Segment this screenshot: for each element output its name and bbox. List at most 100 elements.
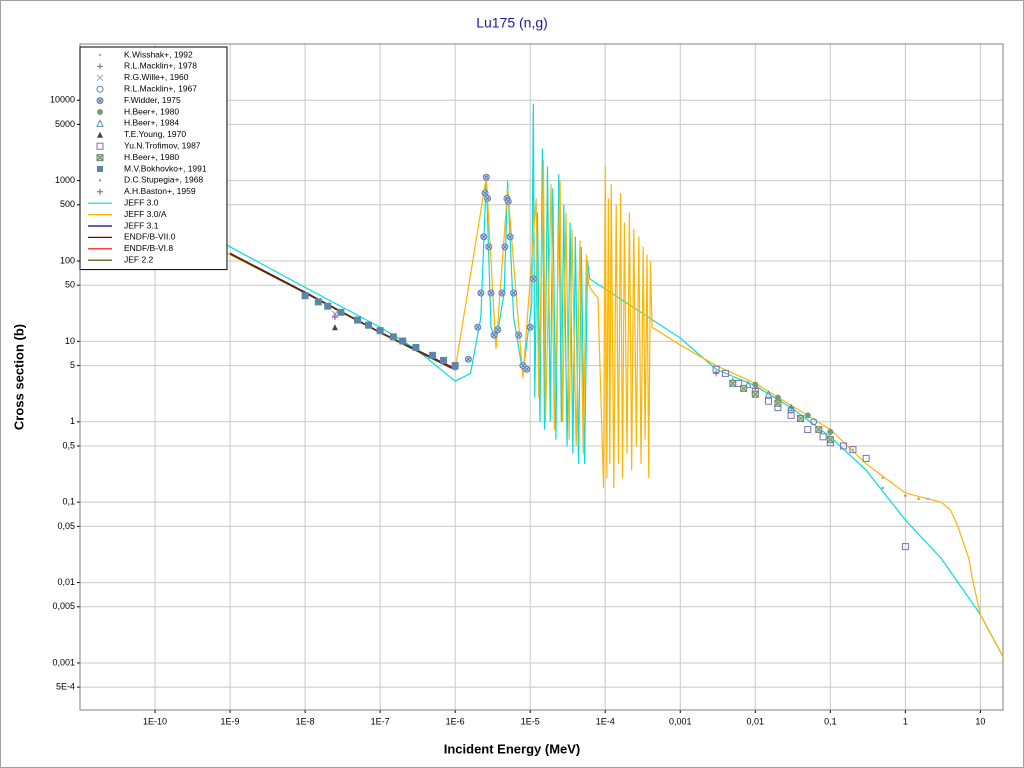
legend-marker <box>96 154 104 162</box>
data-point <box>826 436 834 444</box>
legend-label: R.L.Macklin+, 1978 <box>124 61 197 71</box>
x-tick-label: 1E-8 <box>296 716 315 726</box>
data-point <box>451 362 459 370</box>
data-point <box>849 446 857 454</box>
x-tick-label: 1E-10 <box>143 716 167 726</box>
legend-marker <box>96 142 104 150</box>
data-point <box>331 314 338 321</box>
data-point <box>440 356 448 364</box>
legend-label: JEFF 3.0/A <box>124 209 167 219</box>
data-point <box>804 426 812 434</box>
y-tick-label: 5 <box>70 360 75 370</box>
y-tick-label: 1000 <box>55 175 75 185</box>
y-tick-label: 0,001 <box>52 657 75 667</box>
data-point <box>881 476 884 480</box>
data-point <box>529 275 537 283</box>
legend-marker <box>97 131 103 138</box>
x-tick-label: 1E-5 <box>521 716 540 726</box>
x-tick-label: 10 <box>975 716 985 726</box>
data-point <box>774 394 781 401</box>
y-tick-label: 100 <box>60 255 75 265</box>
data-point <box>474 323 482 331</box>
data-point <box>510 289 518 297</box>
data-point <box>881 486 884 490</box>
x-tick-label: 1 <box>903 716 908 726</box>
y-tick-label: 500 <box>60 199 75 209</box>
legend-label: T.E.Young, 1970 <box>124 129 186 139</box>
data-point <box>480 233 488 241</box>
data-point <box>740 384 748 392</box>
legend-marker <box>97 109 103 115</box>
legend-marker <box>96 97 104 105</box>
data-point <box>481 189 489 197</box>
data-point <box>851 448 855 451</box>
data-point <box>764 390 773 398</box>
y-tick-label: 0,01 <box>57 577 75 587</box>
plot-layer <box>80 103 1003 657</box>
data-point <box>815 426 823 434</box>
data-point <box>484 195 492 202</box>
y-tick-label: 0,5 <box>62 440 75 450</box>
data-point <box>324 302 332 310</box>
x-tick-label: 1E-6 <box>446 716 465 726</box>
legend-marker <box>98 53 102 57</box>
legend-marker <box>96 74 104 82</box>
y-tick-label: 5E-4 <box>56 682 75 692</box>
legend-label: JEF 2.2 <box>124 254 154 264</box>
data-point <box>464 355 472 363</box>
legend-box <box>79 46 228 271</box>
legend-label: JEFF 3.0 <box>124 197 159 207</box>
legend-label: JEFF 3.1 <box>124 220 159 230</box>
legend-label: D.C.Stupegia+, 1968 <box>124 175 203 185</box>
data-point <box>819 433 827 441</box>
data-point <box>787 411 795 419</box>
x-tick-label: 0,001 <box>669 716 692 726</box>
data-point <box>515 331 523 339</box>
data-point <box>506 233 514 241</box>
legend-label: H.Beer+, 1980 <box>124 152 179 162</box>
data-point <box>713 370 720 377</box>
data-point <box>331 324 338 331</box>
data-point <box>494 326 502 334</box>
y-tick-label: 0,05 <box>57 521 75 531</box>
y-tick-label: 1 <box>70 416 75 426</box>
data-point <box>840 442 848 450</box>
data-point <box>523 365 531 373</box>
data-point <box>804 412 811 419</box>
data-point <box>301 292 309 300</box>
legend-label: H.Beer+, 1984 <box>124 118 179 128</box>
chart-title: Lu175 (n,g) <box>476 15 548 31</box>
data-point <box>712 365 720 373</box>
data-point <box>744 380 752 389</box>
data-point <box>787 403 795 412</box>
data-point <box>498 289 506 297</box>
data-point <box>810 418 818 426</box>
data-point <box>490 331 498 339</box>
y-tick-label: 10 <box>65 336 75 346</box>
data-line <box>80 103 1003 657</box>
data-point <box>926 497 930 501</box>
plot-area <box>80 44 1003 710</box>
data-point <box>501 243 509 251</box>
data-point <box>721 369 729 377</box>
legend-label: M.V.Bokhovko+, 1991 <box>124 163 207 173</box>
data-point <box>765 397 773 405</box>
legend-marker <box>97 63 103 70</box>
data-point <box>751 390 759 398</box>
legend-label: A.H.Baston+, 1959 <box>124 186 196 196</box>
x-tick-label: 0,1 <box>824 716 837 726</box>
legend-label: R.G.Wille+, 1960 <box>124 72 189 82</box>
data-point <box>862 454 870 462</box>
data-point <box>526 323 534 331</box>
data-point <box>752 381 759 388</box>
plot-border <box>79 43 1004 711</box>
legend-label: R.L.Macklin+, 1967 <box>124 83 197 93</box>
legend-label: Yu.N.Trofimov, 1987 <box>124 140 201 150</box>
data-point <box>412 343 420 351</box>
data-point <box>774 399 782 407</box>
data-point <box>901 543 909 551</box>
data-point <box>796 414 804 422</box>
data-point <box>337 308 345 316</box>
y-axis-label: Cross section (b) <box>11 324 26 430</box>
